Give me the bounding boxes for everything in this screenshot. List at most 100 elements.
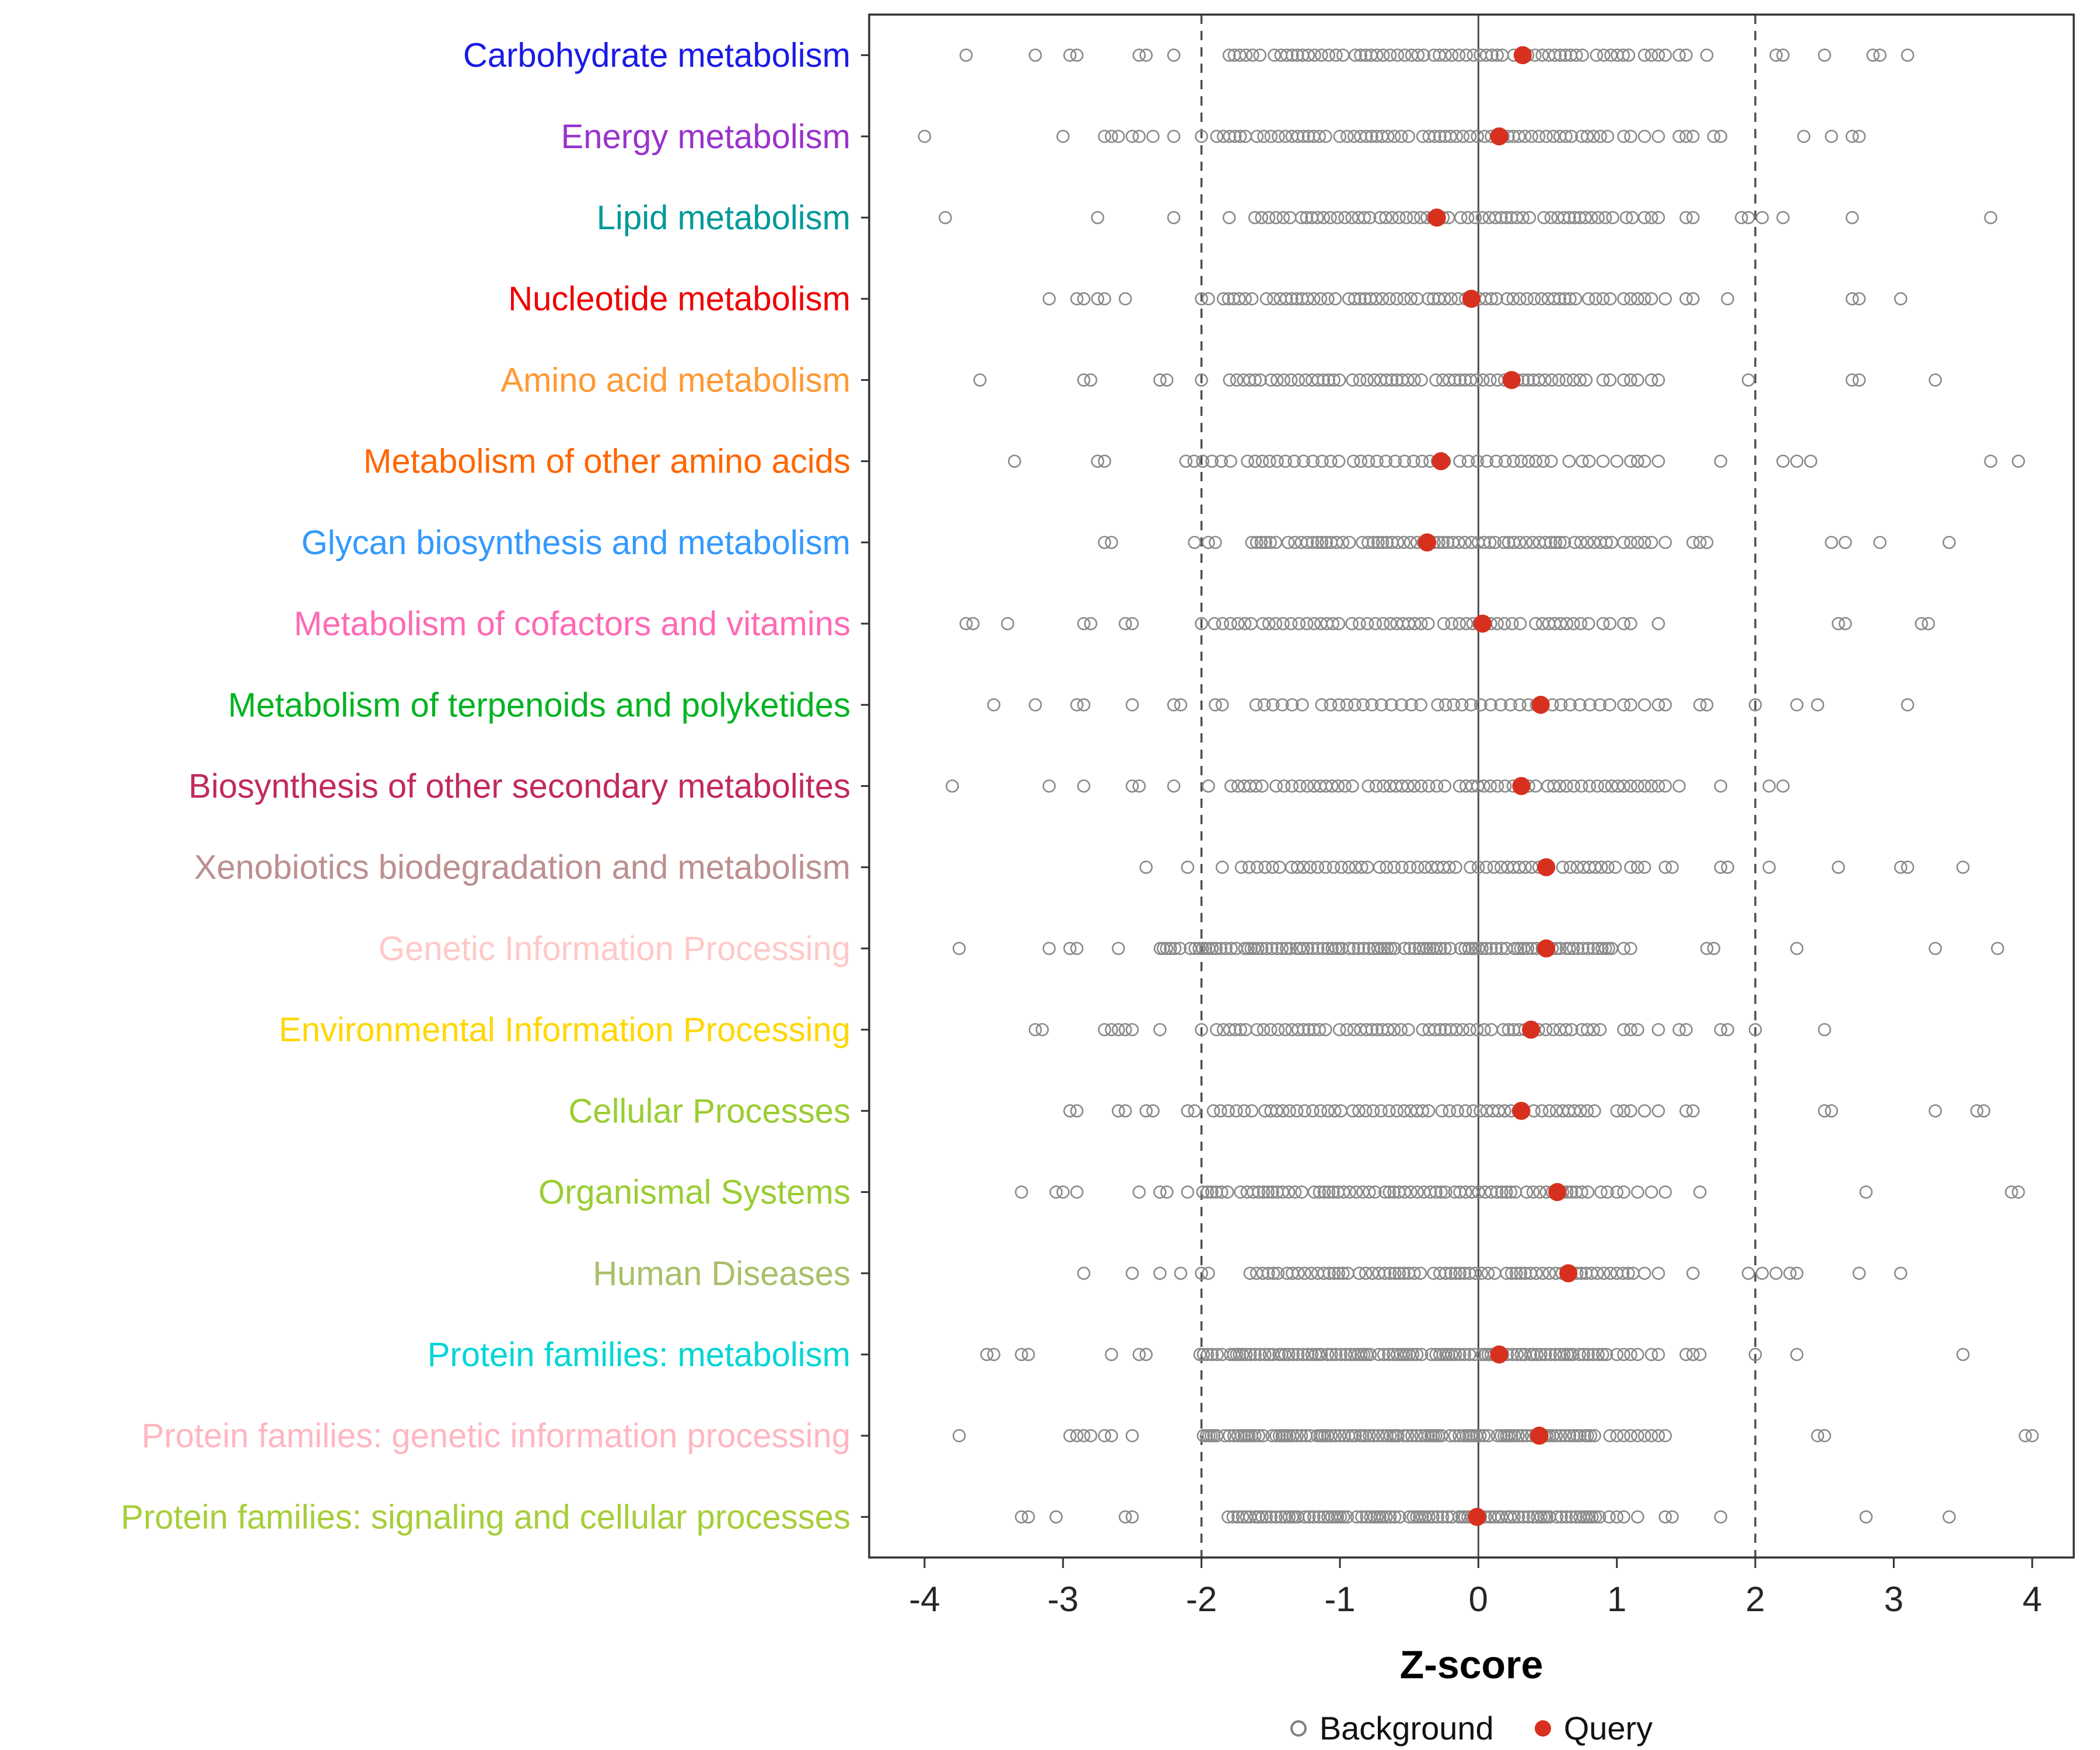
background-point bbox=[1477, 779, 1490, 793]
background-point bbox=[1588, 1510, 1602, 1524]
background-point bbox=[1454, 211, 1468, 225]
background-point bbox=[1535, 48, 1549, 62]
background-point bbox=[1256, 1429, 1270, 1443]
background-point bbox=[1514, 1266, 1528, 1280]
background-point bbox=[1353, 373, 1367, 387]
query-point bbox=[1522, 1020, 1541, 1039]
background-point bbox=[1610, 1510, 1624, 1524]
background-point bbox=[1686, 1104, 1700, 1118]
background-point bbox=[1651, 1266, 1665, 1280]
background-point bbox=[1530, 1266, 1543, 1280]
background-point bbox=[1707, 130, 1721, 144]
background-point bbox=[1091, 454, 1104, 468]
background-point bbox=[1466, 48, 1480, 62]
background-point bbox=[1587, 130, 1601, 144]
background-point bbox=[1125, 1429, 1139, 1443]
background-point bbox=[1434, 1185, 1448, 1199]
background-point bbox=[1242, 860, 1256, 874]
background-point bbox=[1282, 1348, 1296, 1362]
background-point bbox=[1329, 48, 1343, 62]
background-point bbox=[1445, 1510, 1459, 1524]
background-point bbox=[1624, 1104, 1637, 1118]
background-point bbox=[1254, 536, 1268, 550]
background-point bbox=[1365, 1023, 1379, 1037]
background-point bbox=[1132, 130, 1146, 144]
background-point bbox=[1105, 1023, 1118, 1037]
background-point bbox=[1714, 1023, 1728, 1037]
category-label: Genetic Information Processing bbox=[379, 930, 850, 968]
background-point bbox=[1458, 536, 1472, 550]
background-point bbox=[1223, 1023, 1237, 1037]
background-point bbox=[1444, 130, 1457, 144]
background-point bbox=[1224, 454, 1237, 468]
background-point bbox=[1545, 373, 1559, 387]
query-point bbox=[1462, 289, 1480, 308]
background-point bbox=[1530, 1348, 1544, 1362]
background-point bbox=[1600, 1348, 1614, 1362]
background-point bbox=[1644, 48, 1658, 62]
background-point bbox=[1270, 454, 1284, 468]
background-point bbox=[1326, 617, 1340, 631]
background-point bbox=[1230, 1104, 1243, 1118]
background-point bbox=[1852, 292, 1866, 306]
background-point bbox=[1797, 130, 1811, 144]
background-point bbox=[1735, 211, 1748, 225]
background-point bbox=[1376, 617, 1390, 631]
background-point bbox=[1265, 942, 1279, 956]
background-point bbox=[1845, 130, 1859, 144]
background-point bbox=[1244, 1348, 1257, 1362]
background-point bbox=[1234, 860, 1248, 874]
category-label: Metabolism of other amino acids bbox=[363, 443, 850, 481]
background-point bbox=[1637, 1429, 1651, 1443]
category-label: Protein families: signaling and cellular… bbox=[121, 1498, 850, 1536]
background-point bbox=[1331, 211, 1345, 225]
background-point bbox=[1490, 779, 1504, 793]
background-point bbox=[1478, 1023, 1491, 1037]
background-point bbox=[1315, 454, 1329, 468]
background-point bbox=[1224, 779, 1238, 793]
background-point bbox=[1956, 1348, 1970, 1362]
background-point bbox=[1521, 942, 1535, 956]
background-point bbox=[1359, 1104, 1373, 1118]
background-point bbox=[1387, 860, 1401, 874]
background-point bbox=[1317, 373, 1331, 387]
query-point bbox=[1418, 533, 1437, 552]
background-point bbox=[1091, 211, 1104, 225]
background-point bbox=[1436, 1510, 1450, 1524]
background-point bbox=[2025, 1429, 2039, 1443]
background-point bbox=[1594, 1185, 1608, 1199]
background-point bbox=[1574, 536, 1588, 550]
background-point bbox=[1276, 617, 1290, 631]
background-point bbox=[1368, 1185, 1382, 1199]
background-point bbox=[1287, 454, 1301, 468]
background-point bbox=[1637, 1266, 1651, 1280]
background-point bbox=[1445, 617, 1459, 631]
query-point bbox=[1530, 1426, 1549, 1445]
background-point bbox=[1894, 292, 1908, 306]
background-point bbox=[1603, 292, 1617, 306]
background-point bbox=[1581, 1185, 1595, 1199]
background-point bbox=[1307, 1510, 1321, 1524]
background-point bbox=[1376, 1429, 1390, 1443]
background-point bbox=[1479, 48, 1493, 62]
background-point bbox=[1469, 373, 1483, 387]
category-label: Biosynthesis of other secondary metaboli… bbox=[188, 768, 850, 806]
category-label: Xenobiotics biodegradation and metabolis… bbox=[194, 849, 850, 887]
background-point bbox=[1327, 1266, 1341, 1280]
background-point bbox=[1228, 1023, 1242, 1037]
background-point bbox=[1596, 1348, 1609, 1362]
background-point bbox=[1818, 1104, 1832, 1118]
background-point bbox=[1573, 373, 1587, 387]
background-point bbox=[1485, 1185, 1498, 1199]
background-point bbox=[1566, 942, 1580, 956]
background-point bbox=[1320, 536, 1333, 550]
background-point bbox=[1537, 211, 1551, 225]
background-point bbox=[1357, 942, 1371, 956]
background-point bbox=[1387, 1348, 1400, 1362]
background-point bbox=[1558, 292, 1572, 306]
background-point bbox=[1431, 1510, 1444, 1524]
background-point bbox=[1028, 48, 1042, 62]
background-point bbox=[1333, 1429, 1347, 1443]
background-point bbox=[1686, 292, 1700, 306]
background-point bbox=[1915, 617, 1929, 631]
